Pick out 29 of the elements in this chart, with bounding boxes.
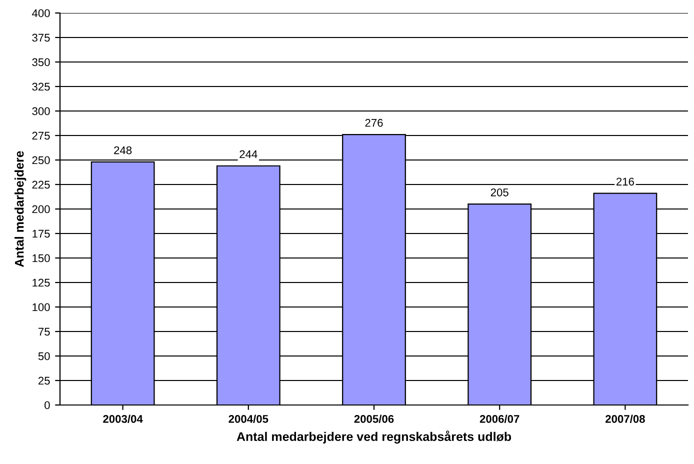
y-tick-label: 250 bbox=[32, 156, 50, 164]
y-tick-label: 150 bbox=[32, 254, 50, 262]
y-tick-label: 25 bbox=[38, 376, 50, 385]
x-axis-title: Antal medarbejdere ved regnskabsårets udløb bbox=[236, 430, 512, 444]
y-tick-label: 275 bbox=[32, 132, 50, 140]
y-tick-label: 200 bbox=[32, 205, 50, 214]
x-tick-label: 2005/06 bbox=[354, 414, 394, 423]
y-tick-label: 300 bbox=[32, 107, 50, 116]
y-tick-label: 375 bbox=[32, 34, 50, 42]
y-tick-label: 75 bbox=[38, 328, 50, 336]
x-tick-label: 2004/05 bbox=[228, 414, 268, 423]
y-tick-label: 400 bbox=[32, 9, 50, 18]
data-label: 248 bbox=[114, 146, 132, 154]
y-tick-label: 350 bbox=[32, 58, 50, 66]
data-label: 205 bbox=[490, 188, 508, 196]
y-tick-label: 0 bbox=[44, 401, 50, 410]
data-label: 216 bbox=[616, 178, 634, 186]
data-label: 276 bbox=[365, 118, 383, 127]
y-axis-title: Antal medarbejdere bbox=[14, 151, 26, 268]
y-tick-label: 325 bbox=[32, 82, 50, 91]
x-tick-label: 2007/08 bbox=[606, 414, 645, 423]
y-tick-label: 50 bbox=[38, 352, 50, 360]
data-label: 244 bbox=[240, 150, 258, 158]
y-tick-label: 125 bbox=[32, 278, 50, 287]
y-tick-label: 175 bbox=[32, 230, 50, 238]
x-tick-label: 2006/07 bbox=[480, 414, 520, 423]
x-tick-label: 2003/04 bbox=[103, 414, 143, 423]
y-tick-label: 225 bbox=[32, 180, 50, 189]
y-tick-label: 100 bbox=[32, 303, 50, 312]
